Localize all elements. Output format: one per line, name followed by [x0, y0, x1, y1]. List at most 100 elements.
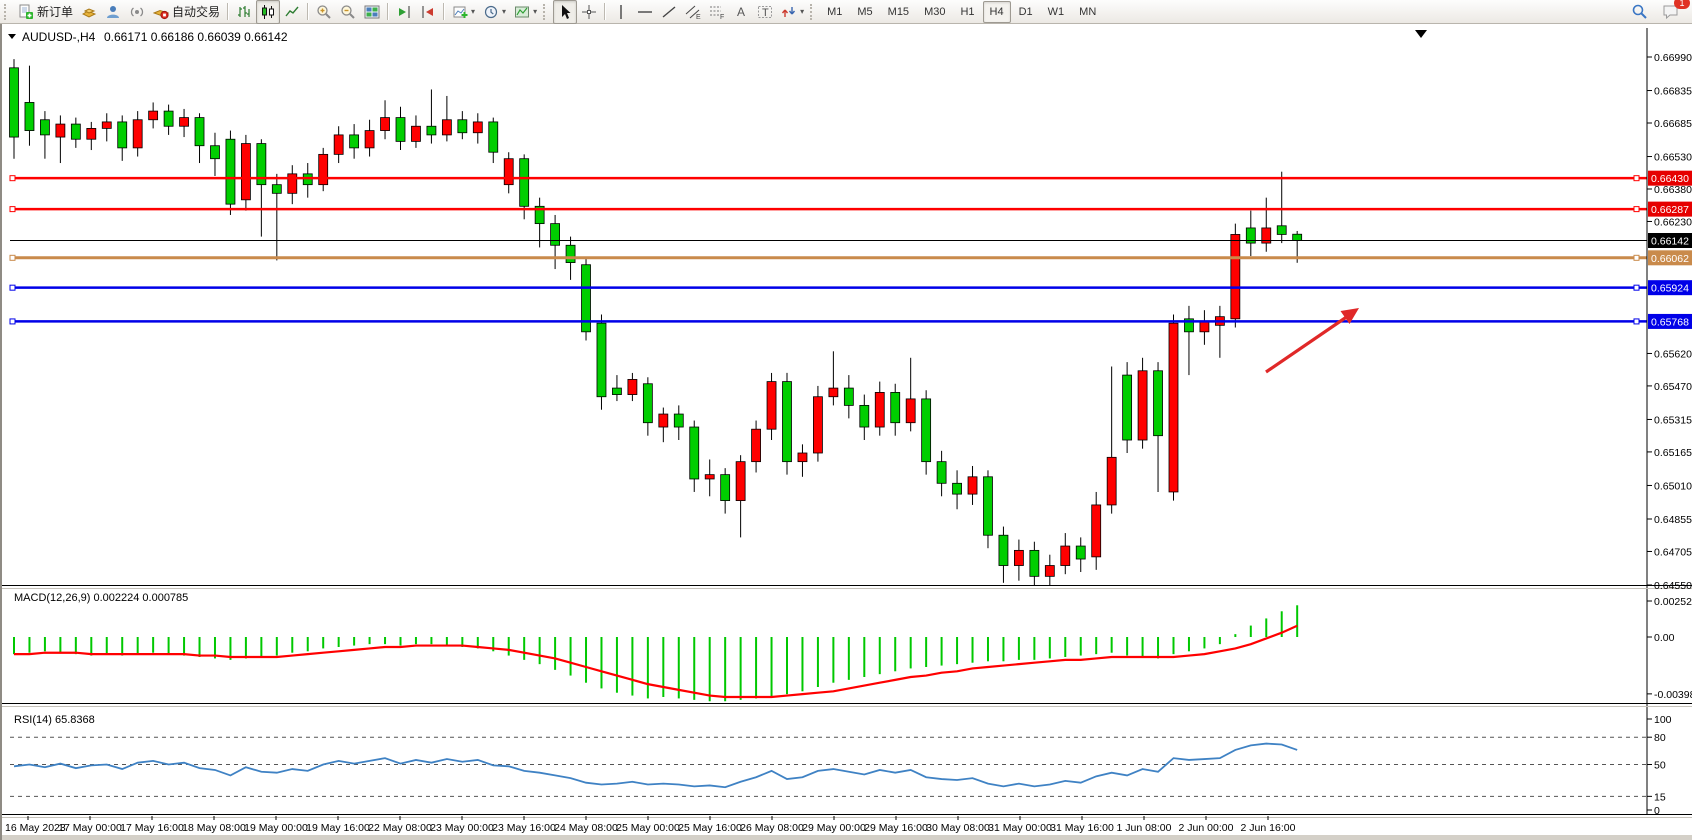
timeframe-MN[interactable]: MN	[1079, 5, 1097, 18]
candle	[704, 474, 715, 480]
hline-handle[interactable]	[1633, 318, 1640, 325]
timeframe-M30[interactable]: M30	[924, 5, 946, 18]
hline-handle[interactable]	[9, 318, 16, 325]
candle	[163, 110, 174, 127]
candle	[271, 184, 282, 194]
time-axis-label: 23 May 00:00	[430, 822, 494, 834]
candle	[101, 121, 112, 129]
bar-chart-mode-button[interactable]	[232, 0, 256, 24]
candle	[86, 128, 97, 140]
candle	[967, 476, 978, 495]
search-button[interactable]	[1627, 0, 1652, 24]
hline-handle[interactable]	[9, 284, 16, 291]
price-tick-label: 0.65470	[1654, 381, 1692, 393]
channel-tool-button[interactable]: E	[681, 0, 705, 24]
timeframe-M15[interactable]: M15	[887, 5, 910, 18]
crosshair-tool-button[interactable]	[577, 0, 601, 24]
rsi-tick-label: 80	[1654, 732, 1666, 744]
tile-windows-icon	[364, 4, 380, 20]
fibonacci-tool-button[interactable]: F	[705, 0, 729, 24]
trend-arrow[interactable]	[1265, 314, 1349, 374]
candle	[1276, 225, 1287, 235]
hline-handle[interactable]	[1633, 254, 1640, 261]
horizontal-line-tool-button[interactable]	[633, 0, 657, 24]
time-axis-label: 25 May 00:00	[616, 822, 680, 834]
toolbar-separator	[227, 3, 230, 20]
candle	[720, 474, 731, 502]
price-tick-label: 0.64855	[1654, 514, 1692, 526]
time-axis-label: 31 May 00:00	[988, 822, 1052, 834]
cursor-tool-button[interactable]	[553, 0, 578, 24]
candle	[519, 158, 530, 207]
candle	[859, 404, 870, 428]
bar-chart-icon	[236, 4, 252, 20]
time-axis-label: 29 May 16:00	[864, 822, 928, 834]
signal-icon	[129, 4, 145, 20]
tile-windows-button[interactable]	[360, 0, 384, 24]
indicators-button[interactable]: ▾	[448, 0, 479, 24]
timeframe-M1[interactable]: M1	[827, 5, 843, 18]
toolbar-separator	[387, 3, 390, 20]
chart-shift-button[interactable]	[416, 0, 440, 24]
periods-button[interactable]: ▾	[479, 0, 510, 24]
trend-arrow-head[interactable]	[1340, 308, 1360, 324]
price-tick-label: 0.65315	[1654, 414, 1692, 426]
chart-title-ohlc: 0.66171 0.66186 0.66039 0.66142	[104, 30, 288, 44]
vertical-line-tool-button[interactable]	[609, 0, 633, 24]
time-axis-label: 23 May 16:00	[492, 822, 556, 834]
toolbar-grip[interactable]	[4, 3, 10, 20]
candle	[813, 396, 823, 454]
templates-button[interactable]: ▾	[510, 0, 541, 24]
chart-title-symbol: AUDUSD-,H4	[22, 30, 96, 44]
hline-handle[interactable]	[1633, 175, 1640, 182]
timeframe-W1[interactable]: W1	[1047, 5, 1065, 18]
auto-scroll-button[interactable]	[392, 0, 416, 24]
fibonacci-icon: F	[709, 4, 725, 20]
macd-tick-label: 0.00	[1654, 632, 1675, 644]
time-axis-label: 29 May 00:00	[802, 822, 866, 834]
dropdown-triangle-icon[interactable]	[8, 34, 16, 39]
line-chart-mode-button[interactable]	[280, 0, 304, 24]
toolbar-grip[interactable]	[543, 3, 549, 20]
text-label-tool-button[interactable]: T	[753, 0, 777, 24]
toolbar-separator	[443, 3, 446, 20]
macd-signal-line	[14, 624, 1298, 699]
time-axis-label: 26 May 08:00	[740, 822, 804, 834]
chart-area[interactable]: 0.66990 0.66835 0.66685 0.66530 0.66380 0.662…	[2, 24, 1692, 840]
candle	[565, 244, 576, 263]
community-button[interactable]	[101, 0, 125, 24]
time-axis-label: 22 May 08:00	[368, 822, 432, 834]
hline-handle[interactable]	[9, 175, 16, 182]
new-order-button[interactable]: 新订单	[14, 0, 77, 24]
candle	[952, 482, 962, 495]
timeframe-M5[interactable]: M5	[857, 5, 873, 18]
hline-handle[interactable]	[9, 206, 16, 213]
signals-button[interactable]	[125, 0, 149, 24]
candle	[426, 125, 437, 136]
candle	[1153, 370, 1163, 437]
candle	[179, 117, 189, 127]
trendline-tool-button[interactable]	[657, 0, 681, 24]
hline-handle[interactable]	[1633, 206, 1640, 213]
text-tool-button[interactable]: A	[729, 0, 753, 24]
zoom-in-button[interactable]	[312, 0, 336, 24]
candle	[472, 121, 483, 134]
candle	[503, 158, 514, 186]
arrow-shapes-icon	[781, 4, 797, 20]
hline-handle[interactable]	[1633, 284, 1640, 291]
arrows-tool-button[interactable]: ▾	[777, 0, 808, 24]
notifications-button[interactable]: 1	[1658, 0, 1690, 24]
auto-trading-button[interactable]: 自动交易	[149, 0, 224, 24]
toolbar-grip[interactable]	[810, 3, 816, 20]
market-watch-button[interactable]	[77, 0, 101, 24]
zoom-out-icon	[340, 4, 356, 20]
timeframe-H1[interactable]: H1	[960, 5, 975, 18]
timeframe-D1[interactable]: D1	[1018, 5, 1033, 18]
zoom-out-button[interactable]	[336, 0, 360, 24]
chart-shift-marker[interactable]	[1415, 30, 1427, 38]
candle	[240, 143, 251, 201]
candle	[364, 130, 375, 149]
hline-handle[interactable]	[9, 254, 16, 261]
timeframe-H4[interactable]: H4	[982, 0, 1011, 23]
candlestick-mode-button[interactable]	[256, 0, 281, 24]
